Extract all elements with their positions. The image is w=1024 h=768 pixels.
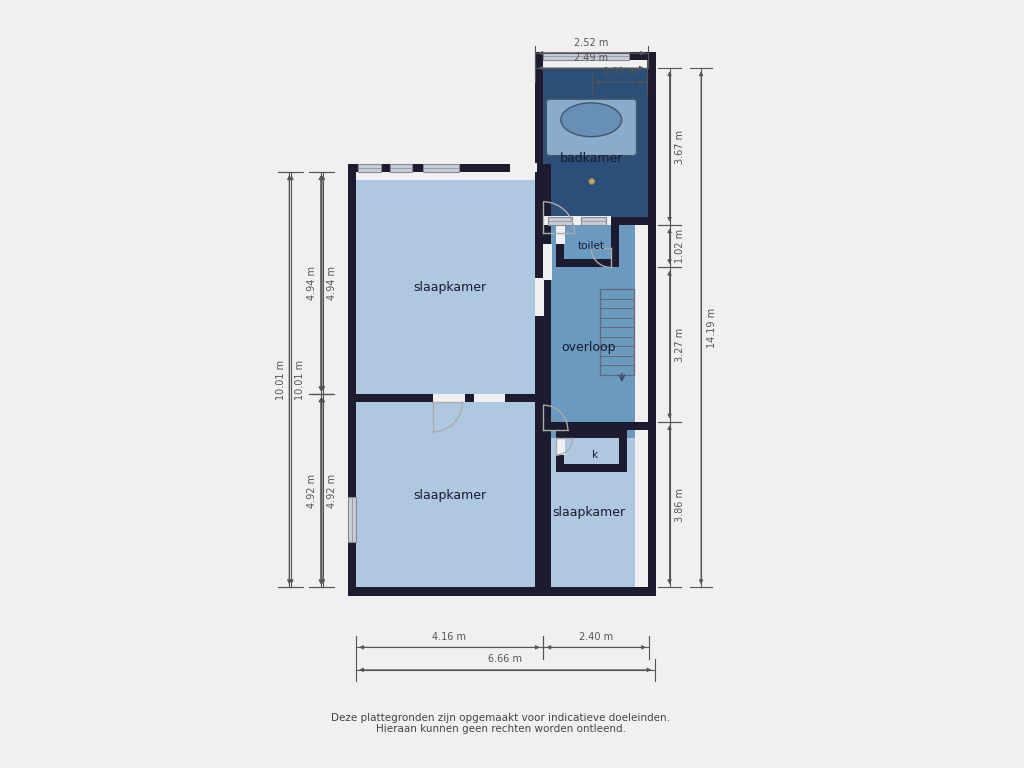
Bar [535,68,648,225]
Bar [535,588,656,595]
Bar [358,164,381,172]
Bar [348,164,551,172]
Text: 14.19 m: 14.19 m [707,308,717,348]
Text: 2.49 m: 2.49 m [573,52,608,63]
Text: 2.40 m: 2.40 m [580,632,613,642]
Bar [610,217,618,267]
Bar [543,244,552,280]
Bar [564,225,618,267]
Bar [543,51,629,60]
Bar [556,225,564,244]
Text: toilet: toilet [578,241,605,251]
Bar [355,180,535,394]
Bar [548,217,572,225]
Bar [648,51,656,225]
Bar [535,278,544,316]
Bar [474,393,505,402]
Text: 4.92 m: 4.92 m [307,474,317,508]
Text: 6.66 m: 6.66 m [488,654,522,664]
Text: overloop: overloop [562,340,616,353]
Bar [348,164,355,595]
Bar [556,464,627,472]
Bar [535,217,656,225]
Text: 1.02 m: 1.02 m [676,229,685,263]
Text: 10.01 m: 10.01 m [295,359,305,400]
Bar [543,216,610,225]
Ellipse shape [561,103,622,137]
Text: 3.67 m: 3.67 m [676,130,685,164]
Bar [348,588,551,595]
Text: 3.27 m: 3.27 m [676,327,685,362]
Bar [433,393,465,402]
Bar [348,394,551,402]
Text: 10.01 m: 10.01 m [275,359,286,400]
Bar [543,430,635,588]
Text: 4.94 m: 4.94 m [307,266,317,300]
Text: slaapkamer: slaapkamer [413,281,486,293]
Bar [543,164,551,595]
Bar [648,217,656,595]
Bar [600,290,634,375]
Text: 4.94 m: 4.94 m [327,266,337,300]
Bar [535,217,543,595]
Bar [389,164,412,172]
Text: slaapkamer: slaapkamer [552,506,626,519]
Text: k: k [592,450,598,460]
Text: slaapkamer: slaapkamer [413,488,486,502]
Bar [535,51,656,60]
Bar [556,430,564,472]
Bar [535,51,543,225]
Text: 4.92 m: 4.92 m [327,474,337,508]
Bar [510,163,537,172]
Text: 0.91 m: 0.91 m [602,67,637,77]
Bar [535,422,656,430]
Bar [556,260,618,267]
Bar [564,438,627,472]
Text: 2.52 m: 2.52 m [574,38,609,48]
Bar [556,217,564,267]
Bar [556,430,627,438]
FancyBboxPatch shape [546,99,637,156]
Text: 3.86 m: 3.86 m [676,488,685,521]
Bar [556,438,564,455]
Bar [543,225,635,438]
Bar [423,164,460,172]
Bar [535,217,656,225]
Bar [355,402,535,588]
Circle shape [589,179,594,184]
Text: badkamer: badkamer [560,152,624,165]
Bar [618,430,627,472]
Bar [348,497,355,541]
Bar [582,217,606,225]
Text: Deze plattegronden zijn opgemaakt voor indicatieve doeleinden.
Hieraan kunnen ge: Deze plattegronden zijn opgemaakt voor i… [331,713,671,734]
Text: 4.16 m: 4.16 m [432,632,466,642]
